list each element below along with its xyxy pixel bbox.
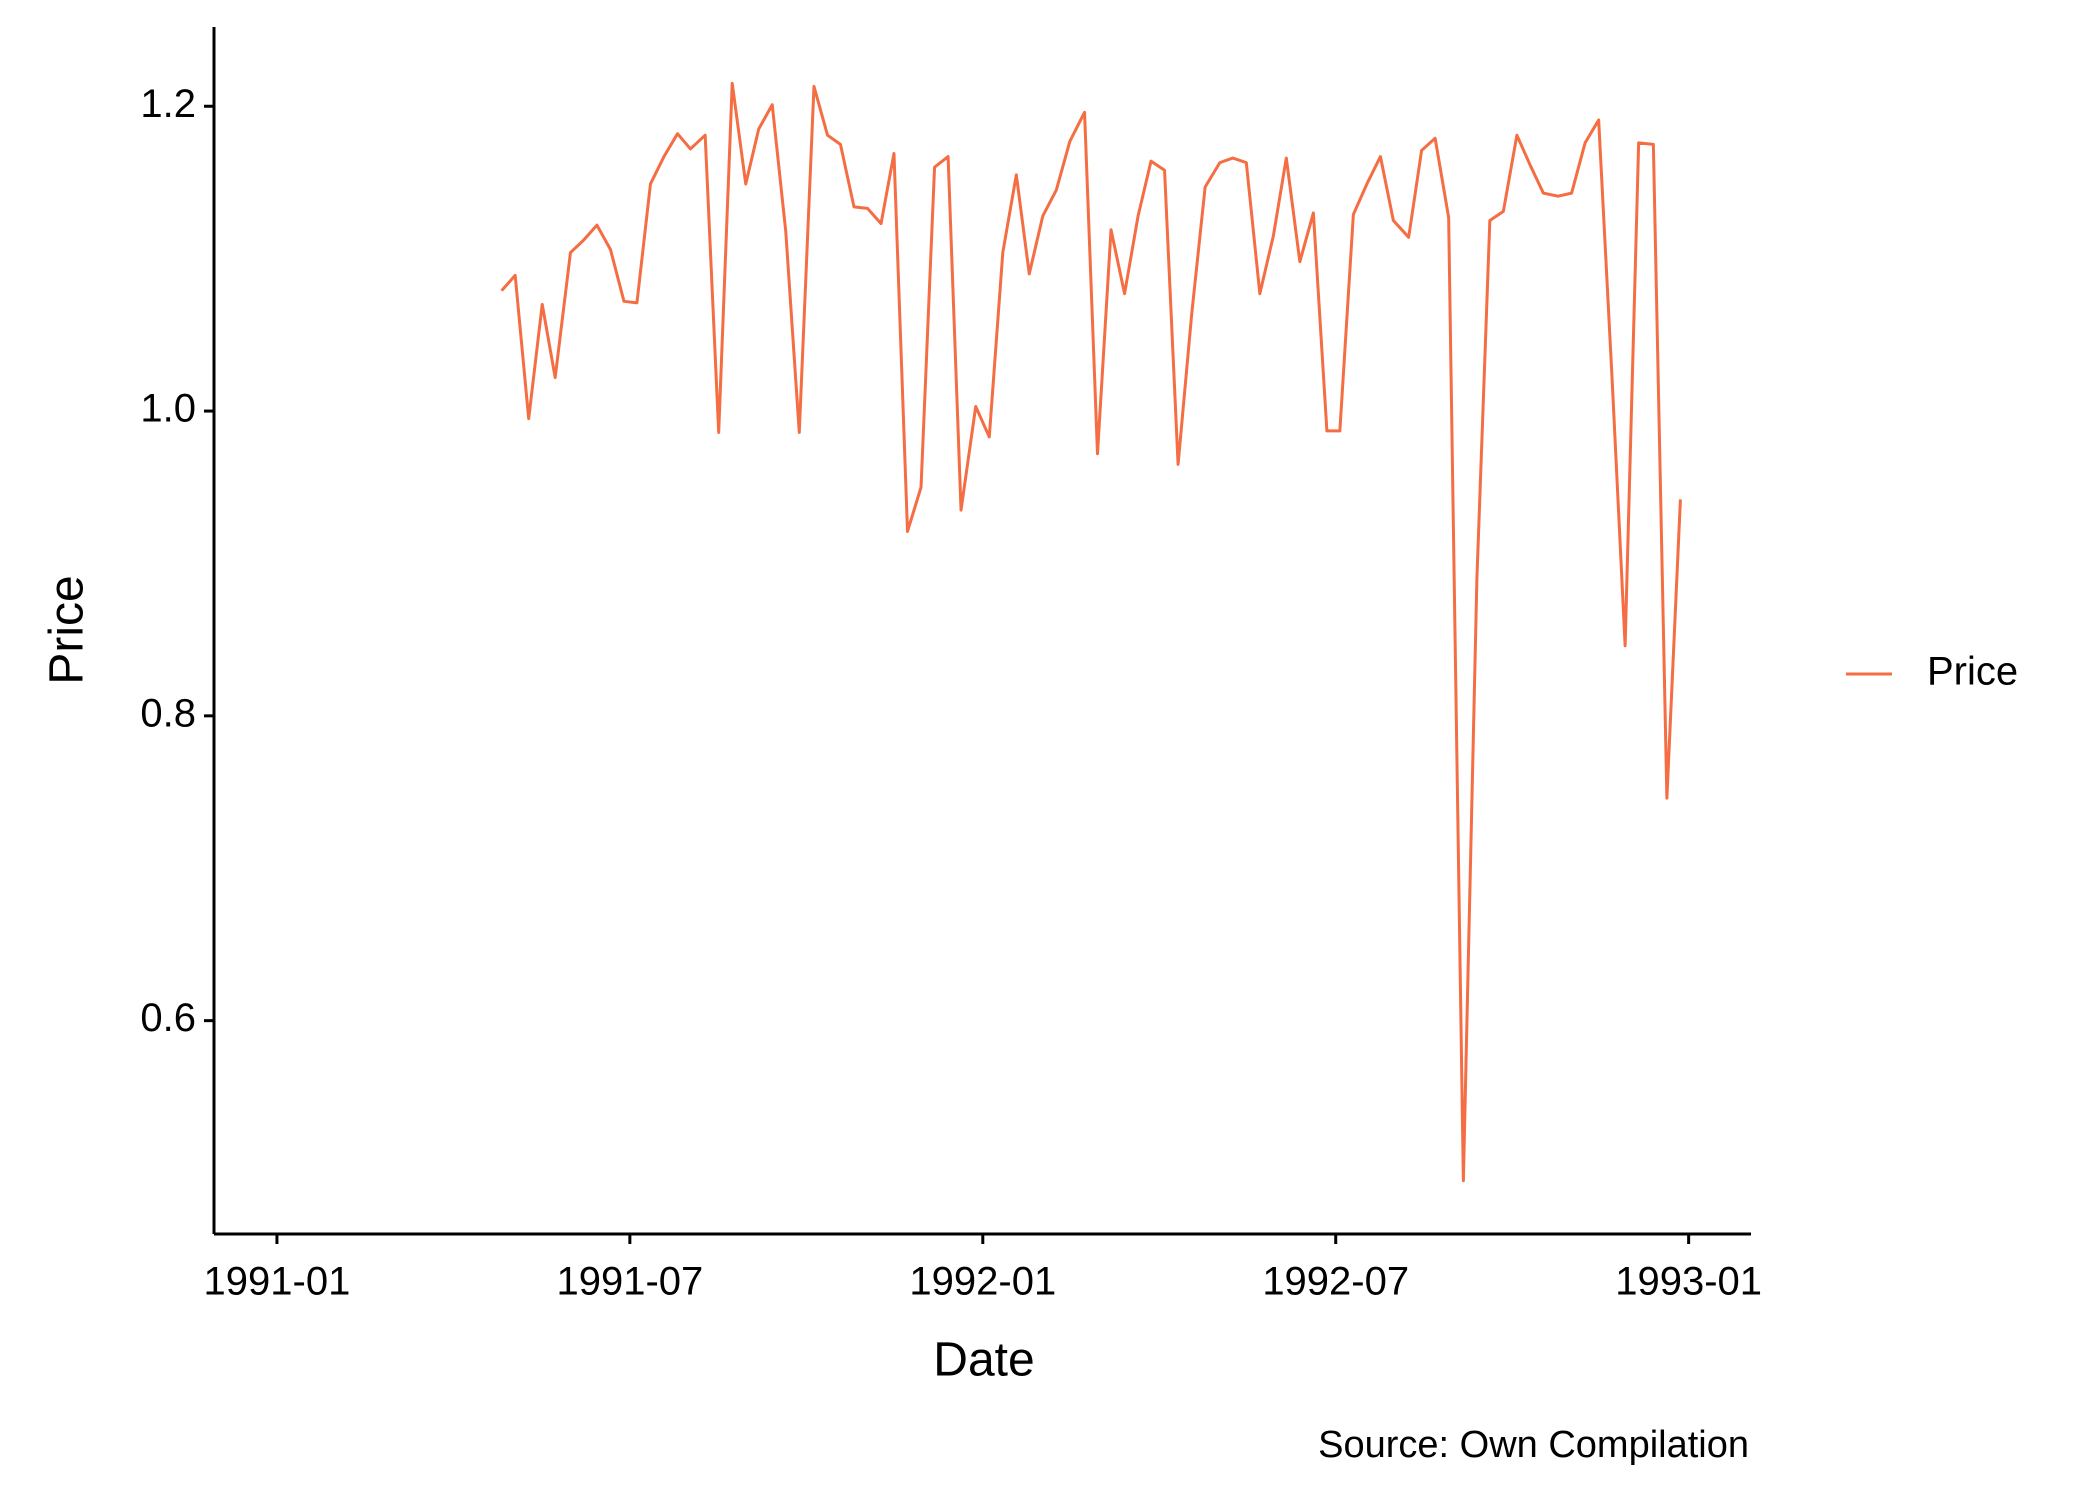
y-tick-label: 1.2 (140, 82, 196, 126)
legend-label: Price (1927, 650, 2018, 694)
x-tick-label: 1992-01 (909, 1260, 1056, 1304)
y-tick-label: 0.8 (140, 691, 196, 735)
caption: Source: Own Compilation (1318, 1424, 1749, 1466)
x-tick-label: 1991-01 (204, 1260, 351, 1304)
x-axis-title: Date (933, 1334, 1034, 1387)
x-tick-label: 1992-07 (1262, 1260, 1409, 1304)
y-tick-label: 0.6 (140, 996, 196, 1040)
y-tick-label: 1.0 (140, 387, 196, 431)
y-axis-title: Price (41, 575, 94, 684)
data-line (500, 81, 1682, 1183)
x-tick-label: 1993-01 (1615, 1260, 1762, 1304)
x-tick-label: 1991-07 (556, 1260, 703, 1304)
